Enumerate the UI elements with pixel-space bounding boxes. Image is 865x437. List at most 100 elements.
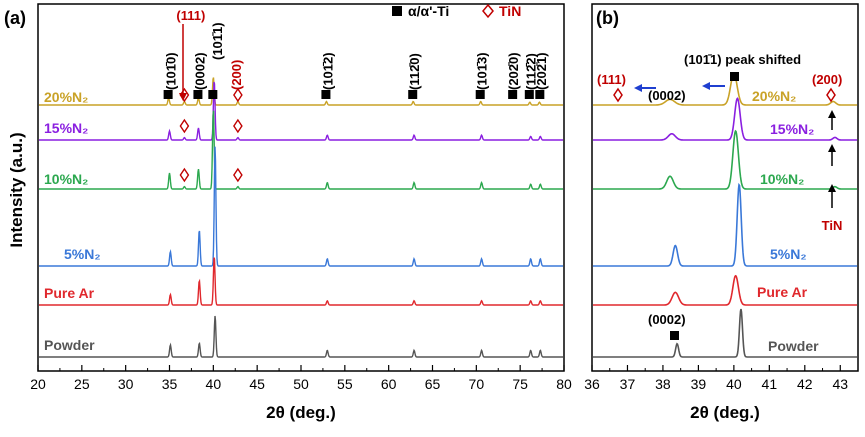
- panel-a-markers: [163, 87, 545, 183]
- annotation-tin: TiN: [822, 218, 843, 233]
- a-ti-marker: [475, 90, 485, 99]
- black-arrowhead-1: [828, 110, 836, 118]
- panel-a-curves: [39, 77, 563, 358]
- b-series-label-4: Pure Ar: [757, 284, 808, 300]
- legend-tin-label: TiN: [499, 3, 521, 19]
- a-peak-label: (101̄1): [210, 22, 225, 60]
- panel-b-curves: [593, 72, 857, 358]
- diamond-200-icon: [826, 87, 836, 103]
- panel-a-peak-labels: (101̄0) (111) (0002)(101̄1) (200) (101̄2) (11…: [163, 8, 549, 90]
- b-series-line-0: [593, 72, 857, 106]
- annotation-peak-shifted: (101̄1) peak shifted: [684, 52, 801, 67]
- a-series-line-3: [39, 146, 563, 267]
- a-peak-label-111: (111): [176, 8, 205, 23]
- a-tick-label: 65: [425, 376, 441, 392]
- panel-b-xlabel: 2θ (deg.): [690, 403, 760, 422]
- panel-a-red-arrowhead: [179, 93, 187, 101]
- panel-b-label: (b): [596, 8, 619, 28]
- a-tick-label: 20: [30, 376, 46, 392]
- a-ti-marker: [535, 90, 545, 99]
- panel-a-xlabel: 2θ (deg.): [266, 403, 336, 422]
- a-peak-label: (202̄0): [506, 52, 521, 90]
- legend-square-icon: [392, 6, 402, 16]
- b-series-line-4: [593, 274, 857, 306]
- b-tick-label: 43: [832, 376, 848, 392]
- panel-a: (a) Intensity (a.u.) 2θ (deg.) 20 25 30 35 4…: [4, 3, 572, 422]
- b-series-line-2: [593, 129, 857, 190]
- a-ti-marker: [408, 90, 418, 99]
- b-series-label-0: 20%N₂: [752, 88, 796, 104]
- a-peak-label: (101̄3): [475, 52, 490, 90]
- a-peak-label: (112̄2): [524, 53, 539, 90]
- panel-b-ticks: 36 37 38 39 40 41 42 43: [584, 365, 859, 392]
- a-series-label-4: Pure Ar: [44, 285, 95, 301]
- a-peak-label: (101̄2): [320, 52, 335, 90]
- a-tick-label: 50: [293, 376, 309, 392]
- a-series-label-3: 5%N₂: [64, 246, 101, 262]
- a-ti-marker: [208, 90, 218, 99]
- a-peak-label: (202̄1): [534, 52, 549, 90]
- blue-arrowhead-upper: [702, 82, 710, 90]
- b-tick-label: 42: [797, 376, 813, 392]
- diamond-111-icon: [613, 87, 623, 103]
- b-tick-label: 37: [620, 376, 636, 392]
- a-ti-marker: [524, 90, 534, 99]
- panel-a-label: (a): [4, 8, 26, 28]
- a-series-line-2: [39, 110, 563, 190]
- annotation-111: (111): [597, 72, 626, 87]
- a-tick-label: 40: [206, 376, 222, 392]
- annotation-square-icon: [730, 72, 739, 81]
- a-peak-label: (0002): [192, 52, 207, 90]
- a-peak-label-200: (200): [229, 60, 244, 90]
- legend-ti-label: α/α'-Ti: [408, 3, 449, 19]
- panel-b-annotations: (101̄1) peak shifted (0002) (111) (200) …: [597, 52, 842, 340]
- a-ti-marker: [193, 90, 203, 99]
- a-tick-label: 25: [74, 376, 90, 392]
- a-peak-label: (101̄0): [163, 52, 178, 90]
- a-tick-label: 60: [381, 376, 397, 392]
- annotation-200: (200): [812, 72, 842, 87]
- a-series-line-4: [39, 257, 563, 306]
- a-series-line-5: [39, 315, 563, 358]
- black-arrowhead-3: [828, 184, 836, 192]
- black-arrowhead-2: [828, 144, 836, 152]
- blue-arrowhead-lower: [634, 84, 642, 92]
- b-tick-label: 40: [726, 376, 742, 392]
- a-series-label-1: 15%N₂: [44, 120, 88, 136]
- annotation-0002-shift: (0002): [648, 88, 686, 103]
- a-series-label-5: Powder: [44, 337, 95, 353]
- a-tick-label: 75: [512, 376, 528, 392]
- a-ti-marker: [163, 90, 173, 99]
- a-tick-label: 55: [337, 376, 353, 392]
- b-tick-label: 39: [691, 376, 707, 392]
- panel-a-series-labels: 20%N₂ 15%N₂ 10%N₂ 5%N₂ Pure Ar Powder: [44, 89, 101, 353]
- b-tick-label: 41: [762, 376, 778, 392]
- b-series-label-1: 15%N₂: [770, 121, 814, 137]
- b-series-line-1: [593, 97, 857, 141]
- annotation-powder-square-icon: [670, 331, 679, 340]
- b-series-line-3: [593, 182, 857, 267]
- a-tin-marker: [179, 167, 190, 183]
- panel-a-ylabel: Intensity (a.u.): [7, 132, 26, 247]
- a-ti-marker: [508, 90, 518, 99]
- panel-b-series-labels: 20%N₂ 15%N₂ 10%N₂ 5%N₂ Pure Ar Powder: [752, 88, 819, 354]
- a-series-line-0: [39, 77, 563, 106]
- a-tick-label: 45: [249, 376, 265, 392]
- legend: α/α'-Ti TiN: [392, 3, 521, 19]
- b-series-line-5: [593, 308, 857, 358]
- a-tick-label: 80: [556, 376, 572, 392]
- a-peak-label: (112̄0): [407, 53, 422, 90]
- legend-diamond-icon: [482, 3, 494, 19]
- annotation-0002-powder: (0002): [648, 312, 686, 327]
- a-series-label-2: 10%N₂: [44, 171, 88, 187]
- a-tin-marker: [233, 118, 243, 134]
- panel-a-ticks: 20 25 30 35 40 45 50 55 60 65 70 75 80: [30, 365, 572, 392]
- b-tick-label: 38: [655, 376, 671, 392]
- a-tin-marker: [179, 118, 190, 134]
- b-series-label-5: Powder: [768, 338, 819, 354]
- a-tick-label: 30: [118, 376, 134, 392]
- a-series-line-1: [39, 81, 563, 141]
- a-tin-marker: [233, 167, 243, 183]
- a-tin-marker: [233, 87, 243, 103]
